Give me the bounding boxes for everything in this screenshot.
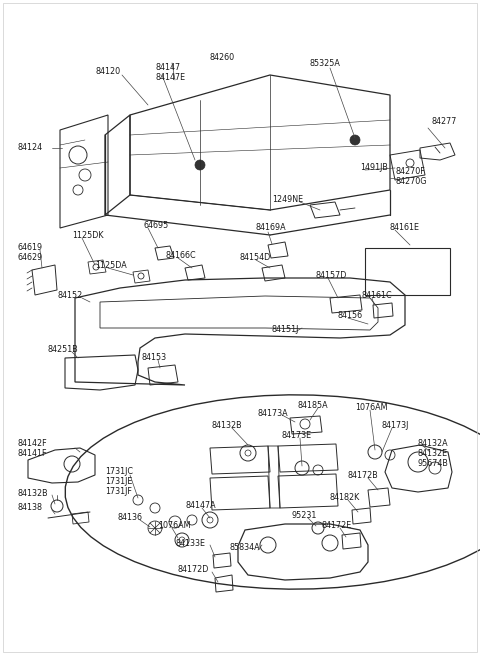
Text: 84161E: 84161E — [390, 223, 420, 233]
Text: 84172E: 84172E — [322, 521, 352, 531]
Text: 64619: 64619 — [18, 242, 43, 252]
Text: 84142F: 84142F — [18, 440, 48, 449]
Text: 84169A: 84169A — [255, 223, 286, 233]
Text: 1731JE: 1731JE — [105, 477, 132, 487]
Circle shape — [195, 160, 205, 170]
Text: 84270G: 84270G — [395, 178, 427, 187]
Text: 84136: 84136 — [118, 514, 143, 523]
Text: 84138: 84138 — [18, 504, 43, 512]
Text: 84270F: 84270F — [395, 168, 425, 176]
Text: 84147A: 84147A — [185, 502, 216, 510]
Text: 1731JF: 1731JF — [105, 487, 132, 496]
Text: 84132E: 84132E — [418, 449, 448, 457]
Circle shape — [350, 135, 360, 145]
Text: 84172B: 84172B — [348, 470, 379, 479]
Text: 84157D: 84157D — [316, 272, 348, 280]
Text: 64629: 64629 — [18, 252, 43, 261]
Text: 84120: 84120 — [95, 67, 120, 77]
Text: 84151J: 84151J — [272, 326, 300, 335]
Text: 85834A: 85834A — [230, 544, 261, 553]
Text: 84251B: 84251B — [48, 345, 79, 354]
Text: 95674B: 95674B — [418, 458, 449, 468]
Text: 95231: 95231 — [292, 512, 317, 521]
Text: 84156: 84156 — [338, 312, 363, 320]
Text: 1491JB: 1491JB — [360, 164, 388, 172]
Text: 84161C: 84161C — [362, 291, 393, 301]
Text: 85325A: 85325A — [310, 58, 341, 67]
Text: 84153: 84153 — [142, 354, 167, 362]
Text: 84173J: 84173J — [382, 422, 409, 430]
Text: 84172D: 84172D — [178, 565, 209, 574]
Text: 1076AM: 1076AM — [158, 521, 191, 531]
Text: 84260: 84260 — [209, 52, 235, 62]
Text: 84182K: 84182K — [330, 493, 360, 502]
Text: 84173A: 84173A — [258, 409, 288, 417]
Text: 84173E: 84173E — [282, 432, 312, 441]
Text: 84141F: 84141F — [18, 449, 48, 458]
Text: 84277: 84277 — [432, 117, 457, 126]
Text: 84132B: 84132B — [212, 422, 242, 430]
Text: 1731JC: 1731JC — [105, 468, 133, 476]
Text: 64695: 64695 — [143, 221, 168, 231]
Text: 84147: 84147 — [155, 64, 180, 73]
Text: 1125DA: 1125DA — [95, 261, 127, 271]
Text: 84132B: 84132B — [18, 489, 48, 498]
Text: 1076AM: 1076AM — [355, 403, 387, 413]
Text: 84133E: 84133E — [175, 538, 205, 548]
Text: 84132A: 84132A — [418, 438, 449, 447]
Text: 84152: 84152 — [58, 291, 83, 299]
Text: 1249NE: 1249NE — [272, 195, 303, 204]
Text: 84166C: 84166C — [165, 252, 196, 261]
Text: 1125DK: 1125DK — [72, 231, 104, 240]
Text: 84124: 84124 — [18, 143, 43, 153]
Text: 84154D: 84154D — [240, 253, 271, 263]
Text: 84185A: 84185A — [298, 400, 329, 409]
Text: 84147E: 84147E — [155, 73, 185, 83]
